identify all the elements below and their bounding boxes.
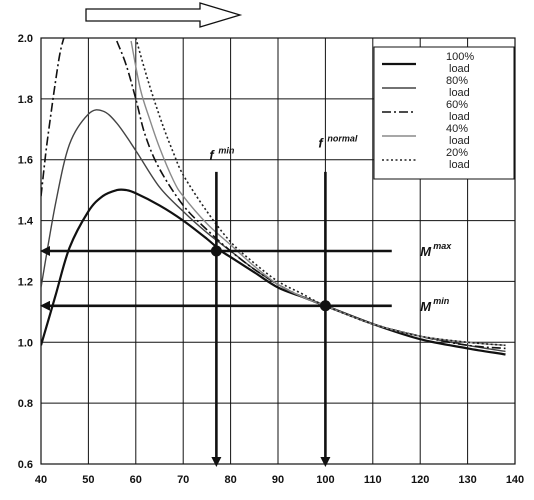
x-tick-label: 110 bbox=[364, 474, 382, 486]
intersection-point bbox=[319, 300, 331, 312]
legend-label-load: load bbox=[449, 111, 470, 123]
y-tick-label: 0.6 bbox=[18, 459, 33, 471]
legend-label: 20% bbox=[446, 147, 468, 159]
y-tick-label: 1.6 bbox=[18, 155, 33, 167]
legend-label: 100% bbox=[446, 51, 474, 63]
y-tick-label: 1.8 bbox=[18, 94, 33, 106]
y-tick-label: 2.0 bbox=[18, 33, 33, 45]
series-line bbox=[135, 38, 506, 347]
y-tick-label: 0.8 bbox=[18, 398, 33, 410]
m-min-arrow-label: M bbox=[420, 299, 432, 314]
y-tick-label: 1.0 bbox=[18, 337, 33, 349]
x-tick-label: 70 bbox=[177, 474, 189, 486]
m-max-arrow-label-sup: max bbox=[433, 241, 452, 251]
legend-label: 60% bbox=[446, 99, 468, 111]
legend-label-load: load bbox=[449, 135, 470, 147]
tick-labels: 40 50 60 70 80 90 100 110 120 130 140 0.6 0.8 1.0 1.2 1… bbox=[18, 33, 524, 486]
series-line bbox=[41, 38, 65, 197]
legend-label-load: load bbox=[449, 63, 470, 75]
legend-box bbox=[373, 46, 515, 180]
y-tick-label: 1.2 bbox=[18, 276, 33, 288]
f-normal-arrow-label: f bbox=[318, 136, 324, 151]
direction-arrow-icon bbox=[85, 2, 243, 28]
x-tick-label: 140 bbox=[506, 474, 524, 486]
legend-label: 80% bbox=[446, 75, 468, 87]
x-tick-label: 120 bbox=[411, 474, 429, 486]
series-lines bbox=[41, 38, 506, 356]
series-line bbox=[41, 188, 506, 356]
legend-label-load: load bbox=[449, 87, 470, 99]
x-tick-label: 50 bbox=[82, 474, 94, 486]
x-tick-label: 100 bbox=[316, 474, 334, 486]
legend-label-load: load bbox=[449, 159, 470, 171]
x-tick-label: 80 bbox=[224, 474, 236, 486]
x-tick-label: 130 bbox=[458, 474, 476, 486]
intersection-point bbox=[210, 245, 222, 257]
f-normal-arrow-label-sup: normal bbox=[327, 134, 358, 144]
legend-label: 40% bbox=[446, 123, 468, 135]
f-min-arrow-label: f bbox=[209, 148, 215, 163]
series-line bbox=[130, 40, 506, 346]
y-tick-label: 1.4 bbox=[18, 216, 34, 228]
m-min-arrow-label-sup: min bbox=[433, 296, 450, 306]
x-tick-label: 60 bbox=[130, 474, 142, 486]
x-tick-label: 90 bbox=[272, 474, 284, 486]
m-max-arrow-label: M bbox=[420, 244, 432, 259]
x-tick-label: 40 bbox=[35, 474, 47, 486]
f-min-arrow-label-sup: min bbox=[218, 146, 235, 156]
